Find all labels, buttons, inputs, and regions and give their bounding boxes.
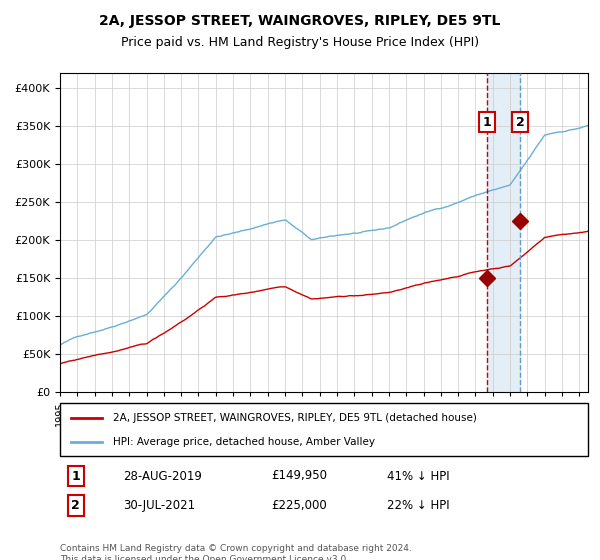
Text: Price paid vs. HM Land Registry's House Price Index (HPI): Price paid vs. HM Land Registry's House … <box>121 36 479 49</box>
Text: HPI: Average price, detached house, Amber Valley: HPI: Average price, detached house, Ambe… <box>113 437 375 447</box>
Text: 1: 1 <box>71 469 80 483</box>
Text: 2: 2 <box>516 116 524 129</box>
Text: Contains HM Land Registry data © Crown copyright and database right 2024.
This d: Contains HM Land Registry data © Crown c… <box>60 544 412 560</box>
Text: 41% ↓ HPI: 41% ↓ HPI <box>388 469 450 483</box>
Text: 30-JUL-2021: 30-JUL-2021 <box>124 499 196 512</box>
Text: 2: 2 <box>71 499 80 512</box>
FancyBboxPatch shape <box>60 403 588 456</box>
Bar <box>487 73 520 392</box>
Text: 2A, JESSOP STREET, WAINGROVES, RIPLEY, DE5 9TL: 2A, JESSOP STREET, WAINGROVES, RIPLEY, D… <box>100 14 500 28</box>
Text: £149,950: £149,950 <box>271 469 327 483</box>
Text: £225,000: £225,000 <box>271 499 327 512</box>
Text: 1: 1 <box>482 116 491 129</box>
Text: 22% ↓ HPI: 22% ↓ HPI <box>388 499 450 512</box>
Text: 28-AUG-2019: 28-AUG-2019 <box>124 469 202 483</box>
Text: 2A, JESSOP STREET, WAINGROVES, RIPLEY, DE5 9TL (detached house): 2A, JESSOP STREET, WAINGROVES, RIPLEY, D… <box>113 413 476 423</box>
